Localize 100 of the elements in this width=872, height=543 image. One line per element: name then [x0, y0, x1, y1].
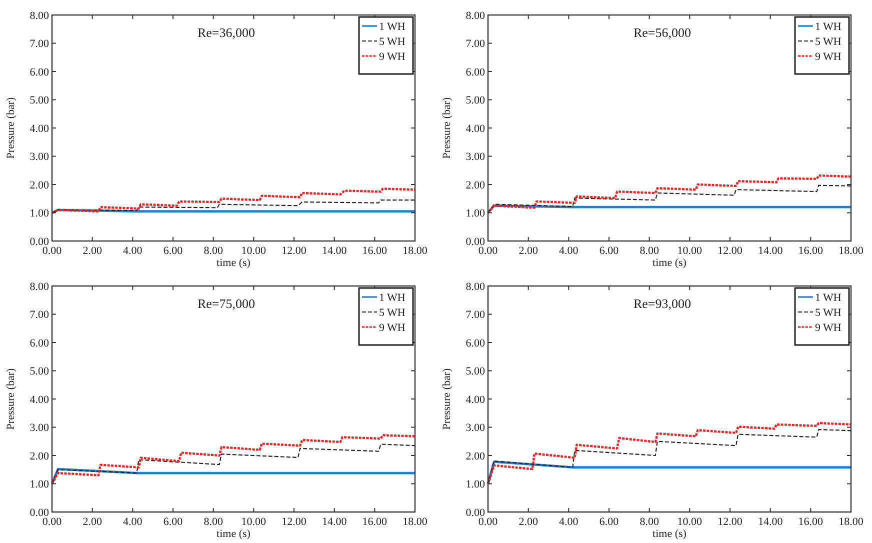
y-tick-label: 8.00 [30, 280, 50, 293]
x-tick-label: 8.00 [204, 516, 224, 528]
x-tick-label: 14.00 [758, 516, 784, 528]
y-axis-title: Pressure (bar) [441, 96, 453, 159]
line-series [486, 174, 852, 214]
y-tick-label: 5.00 [466, 366, 486, 378]
legend-label: 5 WH [815, 306, 842, 319]
line-series [51, 444, 416, 484]
legend-label: 1 WH [379, 292, 406, 304]
y-tick-label: 2.00 [466, 450, 486, 462]
y-tick-label: 1.00 [30, 208, 50, 220]
x-tick-label: 14.00 [758, 245, 784, 257]
y-tick-label: 4.00 [466, 394, 486, 406]
y-tick-label: 6.00 [466, 66, 486, 78]
x-tick-label: 10.00 [241, 245, 267, 257]
line-series [50, 434, 416, 485]
legend-label: 9 WH [815, 322, 842, 334]
x-tick-label: 4.00 [559, 245, 579, 257]
y-tick-label: 0.00 [30, 506, 50, 519]
y-axis-title: Pressure (bar) [5, 96, 17, 159]
y-tick-label: 3.00 [30, 151, 50, 164]
y-tick-label: 5.00 [30, 94, 50, 107]
x-tick-label: 16.00 [362, 516, 388, 528]
annotation: Re=75,000 [197, 296, 256, 311]
y-tick-label: 7.00 [466, 38, 486, 50]
x-tick-label: 10.00 [677, 516, 703, 528]
x-tick-label: 2.00 [82, 245, 102, 257]
annotation: Re=93,000 [633, 296, 692, 311]
x-tick-label: 6.00 [163, 516, 184, 528]
legend-label: 1 WH [379, 20, 406, 33]
y-tick-label: 8.00 [466, 280, 486, 293]
x-tick-label: 0.00 [42, 516, 62, 528]
y-tick-label: 1.00 [466, 208, 486, 220]
x-tick-label: 6.00 [163, 245, 184, 257]
x-axis-title: time (s) [216, 528, 251, 540]
x-axis-title: time (s) [216, 257, 251, 269]
x-tick-label: 14.00 [322, 516, 348, 528]
x-tick-label: 10.00 [241, 516, 267, 528]
y-tick-label: 8.00 [30, 10, 50, 22]
x-tick-label: 2.00 [82, 516, 102, 528]
legend-label: 9 WH [379, 50, 406, 63]
y-tick-label: 4.00 [30, 394, 50, 406]
y-tick-label: 0.00 [30, 236, 50, 248]
x-tick-label: 4.00 [559, 516, 579, 528]
y-tick-label: 2.00 [30, 450, 50, 462]
x-axis-title: time (s) [652, 528, 687, 540]
x-tick-label: 18.00 [402, 245, 428, 257]
x-tick-label: 8.00 [204, 245, 224, 257]
y-tick-label: 7.00 [466, 309, 486, 322]
x-tick-label: 16.00 [798, 245, 824, 257]
x-tick-label: 0.00 [478, 516, 498, 528]
y-tick-label: 1.00 [30, 478, 50, 491]
x-tick-label: 6.00 [599, 516, 620, 528]
legend-label: 5 WH [815, 36, 842, 48]
x-tick-label: 8.00 [640, 516, 660, 528]
legend-label: 5 WH [379, 306, 406, 319]
x-tick-label: 10.00 [677, 245, 703, 257]
y-tick-label: 6.00 [466, 337, 486, 350]
x-tick-label: 2.00 [518, 516, 538, 528]
annotation: Re=56,000 [633, 25, 692, 40]
x-tick-label: 14.00 [322, 245, 348, 257]
x-tick-label: 12.00 [282, 516, 307, 528]
y-tick-label: 2.00 [466, 179, 486, 192]
y-tick-label: 6.00 [30, 66, 50, 78]
y-tick-label: 3.00 [30, 422, 50, 434]
y-axis-title: Pressure (bar) [5, 368, 17, 430]
line-series [50, 188, 416, 214]
legend-label: 1 WH [815, 20, 842, 33]
y-tick-label: 7.00 [30, 38, 50, 50]
y-tick-label: 5.00 [30, 366, 50, 378]
y-tick-label: 0.00 [466, 506, 486, 519]
x-tick-label: 2.00 [518, 245, 538, 257]
x-tick-label: 18.00 [838, 516, 864, 528]
x-tick-label: 12.00 [282, 245, 307, 257]
legend-label: 1 WH [815, 292, 842, 304]
y-tick-label: 4.00 [30, 122, 50, 135]
y-tick-label: 3.00 [466, 422, 486, 434]
x-tick-label: 12.00 [718, 245, 743, 257]
y-tick-label: 5.00 [466, 94, 486, 107]
line-series [51, 199, 416, 214]
x-tick-label: 4.00 [123, 516, 143, 528]
x-tick-label: 6.00 [599, 245, 620, 257]
legend-label: 9 WH [815, 50, 842, 63]
y-tick-label: 0.00 [466, 236, 486, 248]
y-tick-label: 3.00 [466, 151, 486, 164]
y-tick-label: 8.00 [466, 10, 486, 22]
line-series [487, 184, 852, 214]
x-tick-label: 18.00 [838, 245, 864, 257]
y-tick-label: 1.00 [466, 478, 486, 491]
x-tick-label: 4.00 [123, 245, 143, 257]
legend-label: 9 WH [379, 322, 406, 334]
x-tick-label: 8.00 [640, 245, 660, 257]
y-axis-title: Pressure (bar) [441, 368, 453, 430]
annotation: Re=36,000 [197, 25, 256, 40]
x-tick-label: 16.00 [362, 245, 388, 257]
y-tick-label: 6.00 [30, 337, 50, 350]
x-tick-label: 16.00 [798, 516, 824, 528]
y-tick-label: 2.00 [30, 179, 50, 192]
y-tick-label: 7.00 [30, 309, 50, 322]
legend-label: 5 WH [379, 36, 406, 48]
